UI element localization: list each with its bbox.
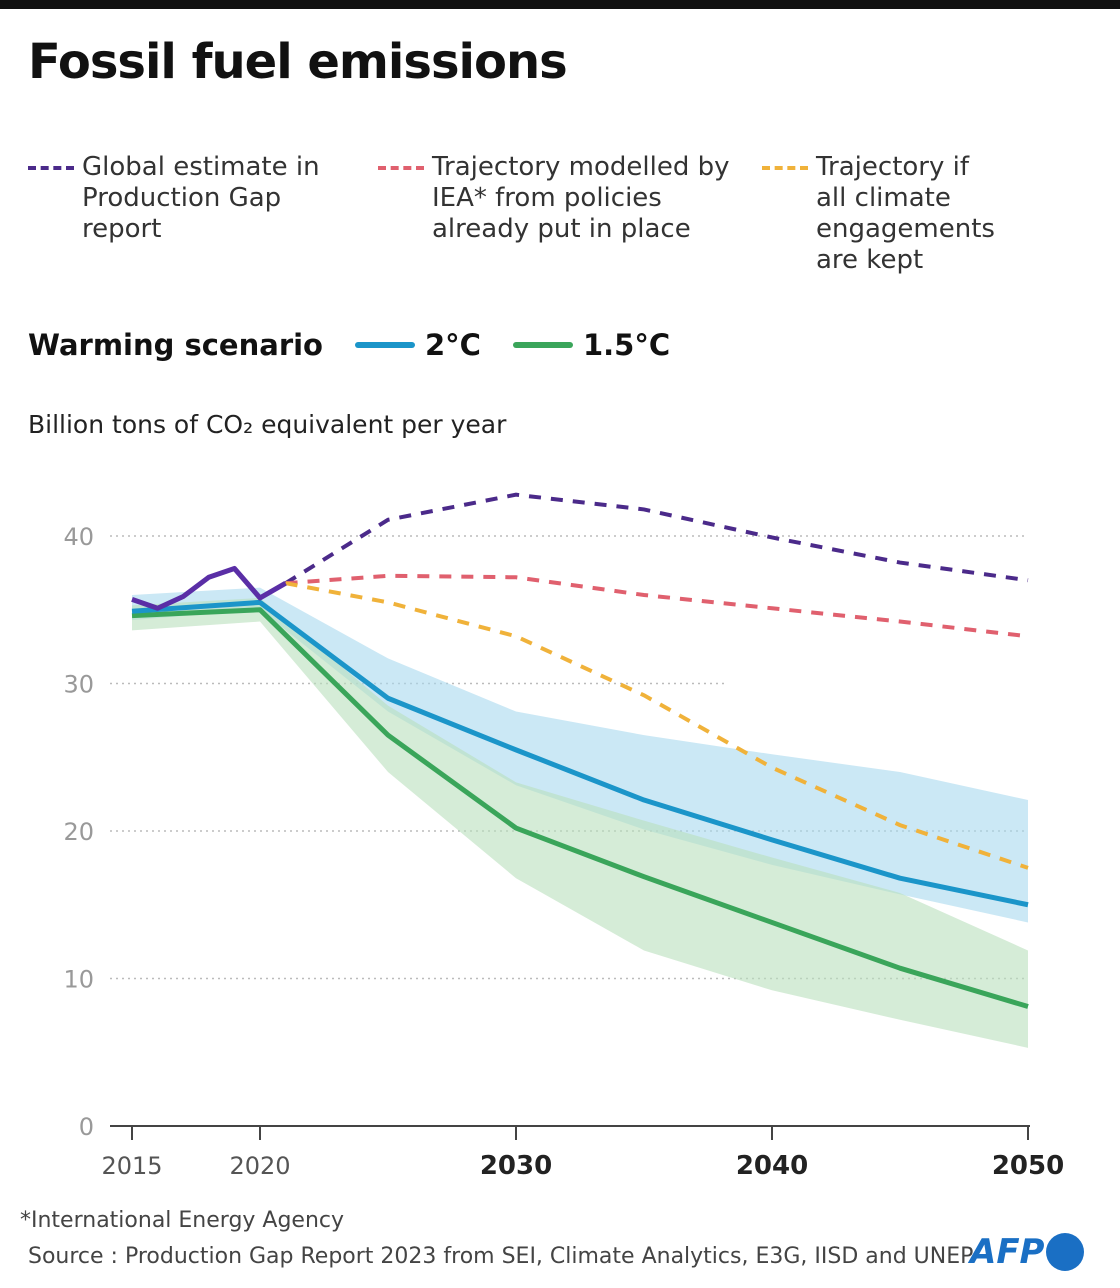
chart-title: Fossil fuel emissions (28, 34, 568, 90)
legend-iea: Trajectory modelled by IEA* from policie… (378, 152, 729, 245)
legend-production-gap: Global estimate in Production Gap report (28, 152, 320, 245)
legend-label: Global estimate in Production Gap report (82, 152, 320, 244)
x-tick-label: 2040 (736, 1151, 808, 1181)
line-1-5c (131, 607, 1029, 1009)
dashed-line-icon (28, 166, 74, 170)
warming-legend: Warming scenario 2°C 1.5°C (28, 328, 670, 362)
line-historical (131, 565, 287, 611)
x-tick-label: 2020 (229, 1152, 290, 1180)
y-tick-label: 30 (63, 671, 94, 699)
line-swatch-icon (512, 342, 573, 348)
line-2c (131, 599, 1029, 908)
logo-circle-icon (1046, 1233, 1085, 1271)
warming-1-5c: 1.5°C (582, 328, 671, 362)
afp-logo: AFP (970, 1232, 1085, 1272)
line-production-gap (284, 492, 1029, 585)
source: Source : Production Gap Report 2023 from… (28, 1244, 974, 1269)
legend-label: Trajectory modelled by IEA* from policie… (432, 152, 730, 244)
logo-text: AFP (970, 1232, 1045, 1272)
y-tick-label: 40 (63, 523, 94, 551)
legend-engagements: Trajectory if all climate engagements ar… (762, 152, 995, 276)
warming-2c: 2°C (424, 328, 481, 362)
footnote: *International Energy Agency (20, 1208, 345, 1233)
line-iea (285, 573, 1029, 639)
x-tick-label: 2015 (101, 1152, 162, 1180)
y-tick-label: 10 (63, 966, 94, 994)
dashed-line-icon (762, 166, 808, 170)
legend-label: Trajectory if all climate engagements ar… (816, 152, 995, 275)
top-bar (0, 0, 1120, 9)
dashed-line-icon (378, 166, 424, 170)
y-axis-label: Billion tons of CO₂ equivalent per year (28, 410, 507, 439)
y-tick-label: 0 (79, 1113, 94, 1141)
line-engagements (285, 581, 1029, 870)
x-tick-label: 2050 (992, 1151, 1064, 1181)
line-swatch-icon (354, 342, 415, 348)
warming-label: Warming scenario (28, 328, 323, 362)
x-tick-label: 2030 (480, 1151, 552, 1181)
y-tick-label: 20 (63, 818, 94, 846)
